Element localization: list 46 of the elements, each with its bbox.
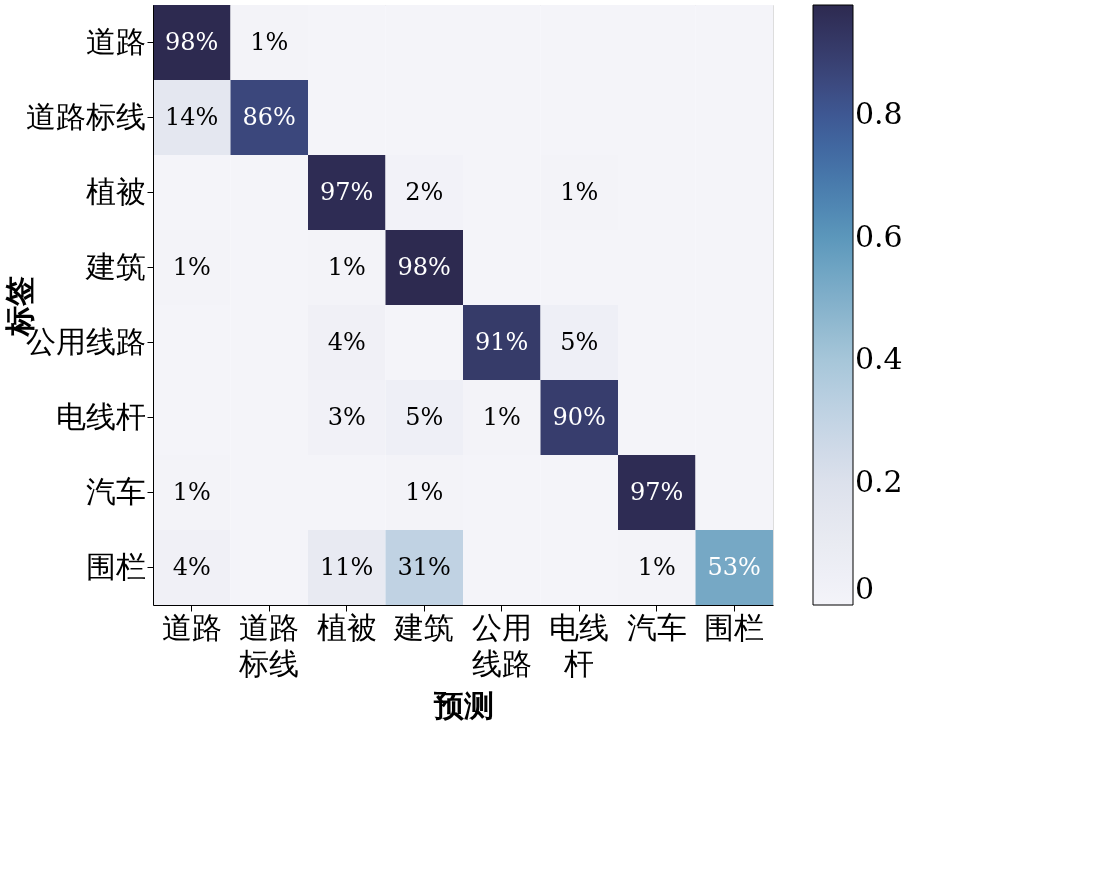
x-tick-label: 围栏 bbox=[704, 609, 765, 645]
x-axis-title: 预测 bbox=[432, 687, 494, 723]
data-label: 3% bbox=[327, 402, 366, 431]
data-label: 1% bbox=[327, 252, 366, 281]
data-label: 1% bbox=[560, 177, 599, 206]
y-tick-label: 道路 bbox=[85, 23, 146, 59]
x-tick-label: 建筑 bbox=[393, 609, 455, 645]
x-tick-label: 道路 bbox=[161, 609, 222, 645]
data-label: 1% bbox=[405, 477, 444, 506]
y-tick-label: 围栏 bbox=[85, 548, 146, 584]
color-bar-label: 0 bbox=[855, 571, 875, 606]
y-tick-label: 建筑 bbox=[84, 248, 146, 284]
x-tick-label: 汽车 bbox=[626, 609, 687, 645]
y-tick-label: 植被 bbox=[85, 173, 146, 209]
x-tick-label: 道路标线 bbox=[238, 609, 300, 681]
x-tick-label: 植被 bbox=[316, 609, 377, 645]
data-label: 11% bbox=[320, 552, 374, 581]
data-label: 31% bbox=[397, 552, 451, 581]
data-label: 98% bbox=[165, 27, 219, 56]
data-label: 97% bbox=[630, 477, 684, 506]
data-label: 90% bbox=[552, 402, 606, 431]
y-tick-label: 道路标线 bbox=[25, 98, 146, 134]
x-tick-label: 电线杆 bbox=[549, 609, 610, 681]
color-bar-label: 0.2 bbox=[855, 463, 903, 499]
data-label: 1% bbox=[250, 27, 289, 56]
data-label: 14% bbox=[165, 102, 219, 131]
data-label: 5% bbox=[560, 327, 599, 356]
color-bar-label: 0.6 bbox=[855, 218, 903, 254]
y-tick-label: 电线杆 bbox=[55, 398, 146, 434]
data-label: 97% bbox=[320, 177, 374, 206]
data-label: 53% bbox=[707, 552, 761, 581]
data-label: 98% bbox=[397, 252, 451, 281]
data-label: 1% bbox=[172, 477, 211, 506]
y-tick-label: 汽车 bbox=[85, 473, 146, 509]
data-label: 1% bbox=[172, 252, 211, 281]
data-label: 86% bbox=[242, 102, 296, 131]
data-label: 91% bbox=[475, 327, 529, 356]
data-label: 1% bbox=[482, 402, 521, 431]
data-label: 4% bbox=[172, 552, 211, 581]
x-tick-label: 公用线路 bbox=[471, 609, 532, 681]
data-label: 2% bbox=[405, 177, 444, 206]
data-label: 5% bbox=[405, 402, 444, 431]
color-bar-label: 0.4 bbox=[855, 341, 903, 377]
data-label: 1% bbox=[637, 552, 676, 581]
color-bar-label: 0.8 bbox=[855, 96, 903, 132]
data-label: 4% bbox=[327, 327, 366, 356]
